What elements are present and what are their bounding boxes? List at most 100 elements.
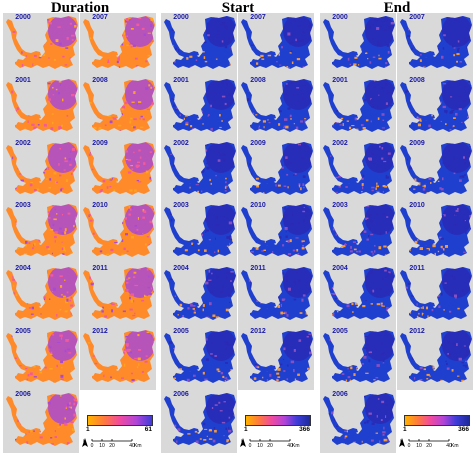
- colorbar: [245, 415, 311, 426]
- map-cell: 2002: [3, 139, 79, 202]
- scale-unit: Km: [292, 443, 300, 449]
- year-label: 2009: [250, 140, 266, 147]
- map-cell: 2003: [3, 201, 79, 264]
- lake-map-graphic: [6, 393, 78, 446]
- map-cell: 2009: [397, 139, 473, 202]
- year-label: 2003: [15, 202, 31, 209]
- lake-map-graphic: [164, 142, 236, 195]
- map-cell: 2002: [320, 139, 396, 202]
- scale-tick-label: 40: [446, 443, 452, 449]
- scale-tick-label: 10: [416, 443, 422, 449]
- legend-box: 1 366: [397, 390, 473, 453]
- map-cell: 2006: [3, 390, 79, 453]
- year-label: 2006: [15, 391, 31, 398]
- map-cell: 2001: [320, 76, 396, 139]
- year-label: 2001: [332, 77, 348, 84]
- lake-map-graphic: [241, 16, 313, 69]
- map-cell: 2005: [3, 327, 79, 390]
- year-label: 2007: [92, 14, 108, 21]
- colorbar-max-label: 366: [299, 426, 310, 433]
- map-cell: 2003: [320, 201, 396, 264]
- scale-unit: Km: [451, 443, 459, 449]
- lake-map-graphic: [323, 16, 395, 69]
- lake-map-graphic: [164, 330, 236, 383]
- year-label: 2005: [332, 328, 348, 335]
- year-label: 2002: [173, 140, 189, 147]
- year-label: 2011: [250, 265, 266, 272]
- map-cell: 2005: [320, 327, 396, 390]
- lake-map-graphic: [241, 142, 313, 195]
- year-label: 2011: [92, 265, 108, 272]
- map-cell: 2008: [397, 76, 473, 139]
- panel-title: Duration: [50, 0, 110, 16]
- year-label: 2000: [173, 14, 189, 21]
- year-label: 2012: [92, 328, 108, 335]
- lake-map-graphic: [83, 79, 155, 132]
- map-cell: 2004: [3, 264, 79, 327]
- year-label: 2000: [332, 14, 348, 21]
- scale-tick-label: 0: [408, 443, 411, 449]
- year-label: 2006: [173, 391, 189, 398]
- map-cell: 2007: [238, 13, 314, 76]
- scale-tick-label: 0: [249, 443, 252, 449]
- year-label: 2000: [15, 14, 31, 21]
- map-cell: 2002: [161, 139, 237, 202]
- year-label: 2004: [173, 265, 189, 272]
- map-cell: 2000: [320, 13, 396, 76]
- year-label: 2006: [332, 391, 348, 398]
- lake-map-graphic: [164, 79, 236, 132]
- colorbar-min-label: 1: [244, 426, 248, 433]
- lake-map-graphic: [83, 267, 155, 320]
- map-cell: 2006: [161, 390, 237, 453]
- year-label: 2002: [15, 140, 31, 147]
- map-cell: 2001: [3, 76, 79, 139]
- lake-map-graphic: [400, 142, 472, 195]
- lake-map-graphic: [6, 330, 78, 383]
- lake-map-graphic: [6, 79, 78, 132]
- map-cell: 2010: [238, 201, 314, 264]
- map-cell: 2009: [80, 139, 156, 202]
- year-label: 2003: [332, 202, 348, 209]
- year-label: 2008: [92, 77, 108, 84]
- map-cell: 2011: [80, 264, 156, 327]
- scale-tick-label: 10: [257, 443, 263, 449]
- map-cell: 2010: [397, 201, 473, 264]
- lake-map-graphic: [6, 142, 78, 195]
- map-cell: 2012: [80, 327, 156, 390]
- lake-map-graphic: [164, 267, 236, 320]
- colorbar: [87, 415, 153, 426]
- year-label: 2010: [250, 202, 266, 209]
- year-label: 2001: [15, 77, 31, 84]
- lake-map-graphic: [164, 393, 236, 446]
- lake-map-graphic: [164, 204, 236, 257]
- year-label: 2011: [409, 265, 425, 272]
- map-cell: 2008: [80, 76, 156, 139]
- year-label: 2010: [409, 202, 425, 209]
- map-cell: 2010: [80, 201, 156, 264]
- map-cell: 2006: [320, 390, 396, 453]
- year-label: 2009: [409, 140, 425, 147]
- lake-map-graphic: [323, 142, 395, 195]
- year-label: 2004: [15, 265, 31, 272]
- map-cell: 2003: [161, 201, 237, 264]
- year-label: 2012: [250, 328, 266, 335]
- colorbar-max-label: 366: [458, 426, 469, 433]
- map-cell: 2008: [238, 76, 314, 139]
- year-label: 2005: [173, 328, 189, 335]
- map-cell: 2005: [161, 327, 237, 390]
- scale-bar: N 0 10 20 40 Km: [82, 436, 154, 452]
- panel-title: Start: [221, 0, 255, 16]
- year-label: 2003: [173, 202, 189, 209]
- map-cell: 2004: [161, 264, 237, 327]
- map-cell: 2007: [80, 13, 156, 76]
- legend-box: 1 366: [238, 390, 314, 453]
- lake-map-graphic: [6, 267, 78, 320]
- colorbar-max-label: 61: [144, 426, 152, 433]
- scale-bar: N 0 10 20 40 Km: [399, 436, 471, 452]
- lake-map-graphic: [400, 330, 472, 383]
- map-cell: 2007: [397, 13, 473, 76]
- map-cell: 2012: [397, 327, 473, 390]
- lake-map-graphic: [400, 16, 472, 69]
- north-arrow-icon: [82, 438, 88, 447]
- year-label: 2008: [250, 77, 266, 84]
